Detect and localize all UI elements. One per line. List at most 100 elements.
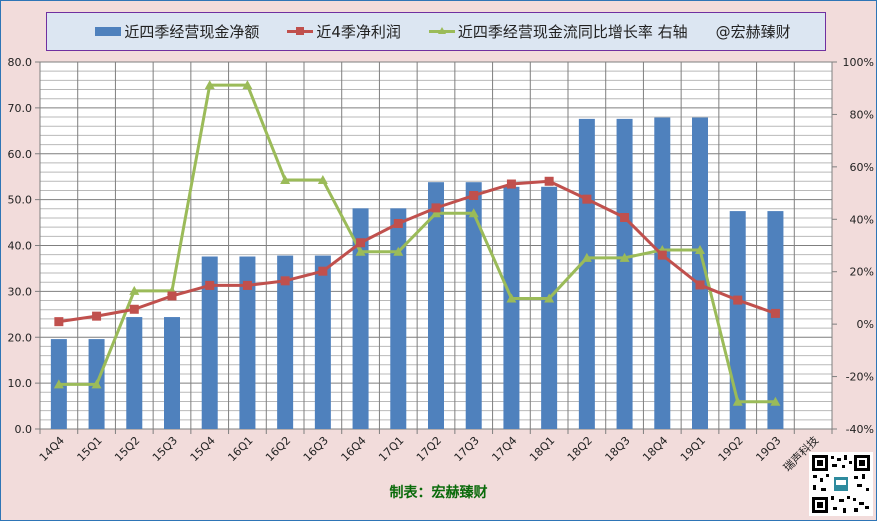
legend-label: 近4季净利润 xyxy=(316,23,401,41)
square-marker-icon xyxy=(770,308,780,318)
y2-tick-label: 60% xyxy=(850,161,874,174)
triangle-marker-icon xyxy=(53,379,64,389)
x-tick-label: 17Q2 xyxy=(414,434,444,464)
y-tick-label: 20.0 xyxy=(8,331,33,344)
y-tick-label: 60.0 xyxy=(8,148,33,161)
triangle-marker-icon xyxy=(129,285,140,295)
y2-tick-label: 40% xyxy=(850,213,874,226)
square-marker-icon xyxy=(733,295,743,305)
square-marker-icon xyxy=(92,311,102,321)
bar xyxy=(201,256,218,429)
bar xyxy=(164,317,180,429)
x-tick-label: 16Q4 xyxy=(339,434,369,464)
triangle-marker-icon xyxy=(732,396,743,406)
y-tick-label: 70.0 xyxy=(8,102,33,115)
x-tick-label: 19Q3 xyxy=(753,434,783,464)
x-tick-label: 16Q1 xyxy=(225,434,255,464)
bar xyxy=(239,256,256,429)
bar xyxy=(654,117,671,429)
x-tick-label: 19Q1 xyxy=(678,434,708,464)
legend-item-growth-rate: 近四季经营现金流同比增长率 右轴 xyxy=(428,21,688,42)
triangle-marker-line-icon xyxy=(428,27,455,34)
bar xyxy=(578,118,595,429)
y-tick-label: 30.0 xyxy=(8,285,33,298)
square-marker-line-icon xyxy=(287,27,314,35)
y2-tick-label: 100% xyxy=(843,56,874,69)
bar-swatch-icon xyxy=(95,27,122,36)
footer-credit: 制表：宏赫臻财 xyxy=(389,485,488,501)
y-tick-label: 50.0 xyxy=(8,194,33,207)
square-marker-icon xyxy=(318,266,328,276)
x-tick-label: 16Q2 xyxy=(263,434,293,464)
square-marker-icon xyxy=(469,190,479,200)
x-tick-label: 15Q2 xyxy=(112,434,142,464)
square-marker-icon xyxy=(582,194,592,204)
bar xyxy=(541,186,558,429)
x-tick-label: 18Q4 xyxy=(640,434,670,464)
triangle-marker-icon xyxy=(204,80,215,90)
triangle-marker-icon xyxy=(770,396,781,406)
square-marker-icon xyxy=(657,250,667,260)
y2-tick-label: -20% xyxy=(846,371,874,384)
triangle-marker-icon xyxy=(619,252,630,262)
square-marker-icon xyxy=(620,213,630,223)
bar xyxy=(503,186,520,429)
triangle-marker-icon xyxy=(317,174,328,184)
square-marker-icon xyxy=(242,280,252,290)
bar xyxy=(428,182,444,429)
y-tick-label: 0.0 xyxy=(15,423,33,436)
bar xyxy=(390,208,407,429)
triangle-marker-icon xyxy=(91,379,102,389)
bar xyxy=(126,317,143,429)
y2-tick-label: -40% xyxy=(846,423,874,436)
triangle-marker-icon xyxy=(431,208,441,218)
legend-item-net-profit: 近4季净利润 xyxy=(287,21,401,42)
x-tick-label: 14Q4 xyxy=(37,434,67,464)
y-tick-label: 10.0 xyxy=(8,377,33,390)
triangle-marker-icon xyxy=(355,246,366,256)
bar xyxy=(692,117,708,429)
square-marker-icon xyxy=(695,280,705,290)
x-tick-label: 17Q1 xyxy=(376,434,406,464)
legend-label: 近四季经营现金净额 xyxy=(124,23,260,41)
x-tick-label: 19Q2 xyxy=(716,434,746,464)
legend-item-cash-flow: 近四季经营现金净额 xyxy=(95,21,259,42)
x-tick-label: 15Q3 xyxy=(150,434,180,464)
square-marker-icon xyxy=(280,276,290,286)
series-line xyxy=(58,179,776,324)
bar xyxy=(465,182,482,429)
bar xyxy=(767,211,784,429)
triangle-marker-icon xyxy=(468,208,479,218)
bar xyxy=(352,208,369,429)
triangle-marker-icon xyxy=(242,80,253,90)
y2-tick-label: 20% xyxy=(850,266,874,279)
square-marker-icon xyxy=(356,238,366,248)
square-marker-icon xyxy=(393,218,403,228)
triangle-marker-icon xyxy=(695,244,705,254)
triangle-marker-icon xyxy=(506,293,517,303)
x-tick-label: 15Q1 xyxy=(75,434,105,464)
legend-label: 近四季经营现金流同比增长率 右轴 xyxy=(457,23,688,41)
triangle-marker-icon xyxy=(544,293,555,303)
y-tick-label: 80.0 xyxy=(8,56,33,69)
square-marker-icon xyxy=(544,176,554,186)
qr-code-icon xyxy=(809,452,873,516)
square-marker-icon xyxy=(431,203,441,213)
y-tick-label: 40.0 xyxy=(8,240,33,253)
bar xyxy=(729,211,746,429)
square-marker-icon xyxy=(205,280,215,290)
y2-tick-label: 0% xyxy=(857,318,874,331)
bar xyxy=(616,118,633,429)
x-tick-label: 17Q3 xyxy=(452,434,482,464)
bar xyxy=(314,255,331,429)
x-tick-label: 18Q2 xyxy=(565,434,595,464)
x-tick-label: 18Q1 xyxy=(527,434,557,464)
y2-tick-label: 80% xyxy=(850,108,874,121)
square-marker-icon xyxy=(506,179,516,189)
triangle-marker-icon xyxy=(581,252,592,262)
x-tick-label: 16Q3 xyxy=(301,434,331,464)
x-tick-label: 18Q3 xyxy=(603,434,633,464)
triangle-marker-icon xyxy=(280,174,291,184)
triangle-marker-icon xyxy=(393,246,404,256)
